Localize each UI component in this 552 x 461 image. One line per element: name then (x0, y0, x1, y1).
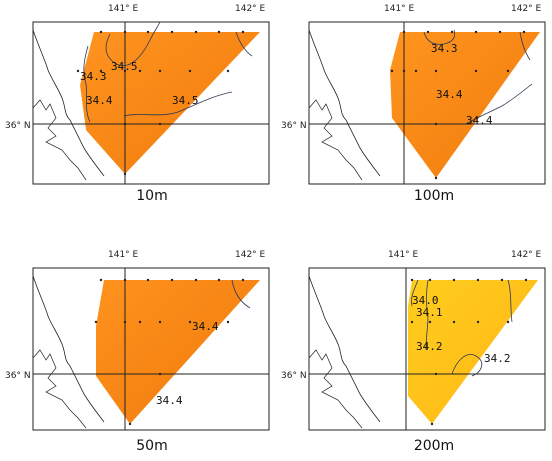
coastline (32, 275, 105, 423)
lon-label-142: 142° E (235, 250, 266, 260)
salinity-field (408, 280, 538, 424)
map-svg-50m: 141° E 142° E 36° N 34.4 34.4 (5, 250, 270, 431)
isoline (423, 29, 456, 45)
isoline-label: 34.4 (466, 114, 493, 127)
map-frame (308, 267, 546, 431)
lat-label-36: 36° N (5, 371, 31, 381)
lon-label-141: 141° E (384, 4, 415, 14)
isoline-label: 34.5 (111, 60, 138, 73)
depth-caption: 10m (136, 188, 168, 204)
map-panel-200m: 141° E 142° E 36° N 34.0 34.1 34.2 34.2 … (276, 246, 552, 461)
isoline-label: 34.3 (431, 42, 458, 55)
lon-label-141: 141° E (388, 250, 419, 260)
lon-label-142: 142° E (235, 4, 266, 14)
lat-label-36: 36° N (5, 121, 31, 131)
isoline (83, 45, 91, 123)
map-frame (308, 21, 546, 185)
depth-caption: 50m (136, 438, 168, 454)
salinity-field (390, 32, 540, 178)
isoline (105, 21, 161, 66)
map-svg-100m: 141° E 142° E 36° N 34.3 34.4 34.4 (281, 4, 546, 185)
isoline (465, 83, 533, 125)
station-grid (76, 30, 245, 176)
station-grid (410, 278, 528, 426)
isoline-label: 34.4 (436, 88, 463, 101)
station-grid (390, 30, 526, 180)
coastline-detail (32, 99, 87, 181)
lon-label-142: 142° E (511, 250, 542, 260)
isoline (123, 91, 233, 117)
isoline-label: 34.4 (156, 394, 183, 407)
lat-label-36: 36° N (281, 121, 307, 131)
coastline-detail (308, 349, 363, 429)
isoline-label: 34.4 (192, 320, 219, 333)
isoline-label: 34.4 (86, 94, 113, 107)
coastline (32, 29, 105, 177)
isoline-label: 34.2 (416, 340, 443, 353)
lon-label-142: 142° E (511, 4, 542, 14)
station-grid (94, 278, 245, 426)
coastline-detail (308, 99, 363, 181)
isoline (519, 31, 531, 61)
map-panel-50m: 141° E 142° E 36° N 34.4 34.4 50m (0, 246, 276, 461)
isoline (231, 279, 251, 309)
isoline-label: 34.5 (172, 94, 199, 107)
lat-label-36: 36° N (281, 371, 307, 381)
map-frame (32, 21, 270, 185)
depth-caption: 100m (413, 188, 455, 204)
isoline (451, 354, 483, 377)
isoline-label: 34.0 (412, 294, 439, 307)
isoline (507, 279, 513, 323)
isoline-label: 34.2 (484, 352, 511, 365)
coastline (308, 275, 381, 423)
isoline (235, 31, 253, 57)
map-svg-10m: 141° E 142° E 36° N 34.3 34.5 34.4 34.5 (5, 4, 270, 185)
map-panel-10m: 141° E 142° E 36° N 34.3 34.5 34.4 34.5 … (0, 0, 276, 215)
map-svg-200m: 141° E 142° E 36° N 34.0 34.1 34.2 34.2 (281, 250, 546, 431)
isoline-label: 34.1 (416, 306, 443, 319)
lon-label-141: 141° E (108, 250, 139, 260)
map-frame (32, 267, 270, 431)
coastline (308, 29, 381, 177)
isoline (411, 279, 419, 307)
map-panel-100m: 141° E 142° E 36° N 34.3 34.4 34.4 100m (276, 0, 552, 215)
isoline-label: 34.3 (80, 70, 107, 83)
coastline-detail (32, 349, 87, 429)
isoline (425, 279, 429, 351)
salinity-field (96, 280, 260, 424)
depth-caption: 200m (413, 438, 455, 454)
lon-label-141: 141° E (108, 4, 139, 14)
